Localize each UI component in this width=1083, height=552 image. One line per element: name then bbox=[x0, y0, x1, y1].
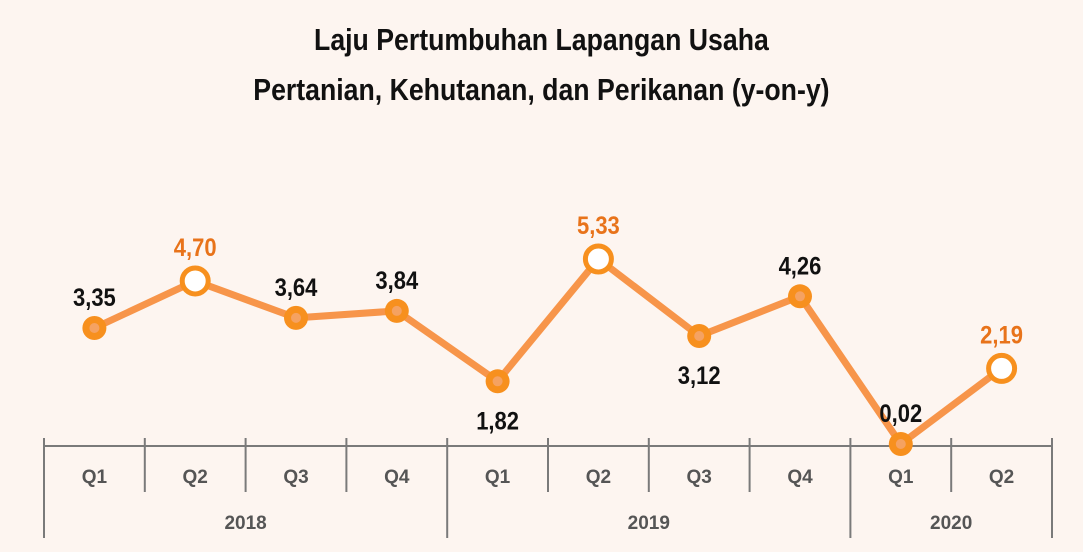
chart-title-line-2: Pertanian, Kehutanan, dan Perikanan (y-o… bbox=[253, 72, 830, 107]
data-point-center bbox=[291, 312, 301, 323]
data-point-center bbox=[895, 439, 906, 450]
data-point-center bbox=[694, 330, 705, 341]
x-group-label: 2018 bbox=[224, 513, 266, 534]
chart-title-line-1: Laju Pertumbuhan Lapangan Usaha bbox=[314, 22, 769, 57]
data-label: 5,33 bbox=[577, 212, 620, 240]
data-point-center bbox=[391, 305, 402, 316]
data-label: 3,35 bbox=[73, 284, 116, 312]
data-label: 3,12 bbox=[678, 362, 721, 390]
data-point-highlight bbox=[582, 243, 614, 275]
x-tick-label: Q3 bbox=[283, 467, 308, 488]
data-label: 1,82 bbox=[476, 407, 519, 435]
data-point-center bbox=[795, 291, 805, 302]
x-tick-label: Q1 bbox=[82, 467, 108, 488]
data-point-center bbox=[492, 376, 503, 387]
data-label: 3,64 bbox=[275, 274, 318, 302]
data-label: 4,70 bbox=[174, 234, 217, 262]
data-point-highlight bbox=[986, 352, 1018, 384]
data-label: 0,02 bbox=[879, 400, 922, 428]
x-tick-label: Q2 bbox=[989, 467, 1014, 488]
data-label: 2,19 bbox=[980, 321, 1023, 349]
x-group-label: 2020 bbox=[930, 513, 972, 534]
data-point-center bbox=[89, 322, 100, 333]
x-tick-label: Q1 bbox=[485, 467, 511, 488]
data-label: 3,84 bbox=[375, 267, 418, 295]
x-group-label: 2019 bbox=[628, 513, 670, 534]
x-tick-label: Q4 bbox=[384, 467, 410, 488]
x-tick-label: Q4 bbox=[787, 467, 813, 488]
series-line bbox=[92, 255, 1004, 448]
data-point-highlight bbox=[179, 265, 211, 297]
data-label: 4,26 bbox=[779, 252, 822, 280]
x-tick-label: Q2 bbox=[586, 467, 611, 488]
x-tick-label: Q1 bbox=[888, 467, 914, 488]
x-tick-label: Q2 bbox=[183, 467, 208, 488]
x-tick-label: Q3 bbox=[687, 467, 712, 488]
